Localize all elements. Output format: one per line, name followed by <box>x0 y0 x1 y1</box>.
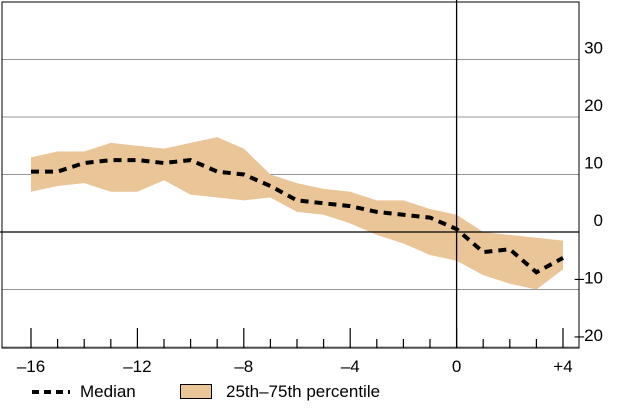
percentile-band <box>31 137 563 290</box>
x-tick-label: –12 <box>123 357 151 376</box>
y-tick-label: 20 <box>584 96 603 115</box>
axes <box>0 0 580 349</box>
legend: Median 25th–75th percentile <box>0 378 617 410</box>
legend-median-swatch <box>32 390 70 394</box>
percentile-band-layer <box>31 137 563 290</box>
legend-median-label: Median <box>80 382 136 401</box>
legend-percentile-label: 25th–75th percentile <box>226 382 381 401</box>
y-tick-label: 30 <box>584 39 603 58</box>
tick-labels: –20 –10 0 10 20 30 –16 –12 –8 –4 0 +4 <box>17 39 603 377</box>
x-tick-label: 0 <box>452 357 461 376</box>
x-tick-label: –8 <box>234 357 253 376</box>
median-line-layer <box>31 158 564 275</box>
y-tick-label: 10 <box>584 154 603 173</box>
x-tick-label: +4 <box>553 357 572 376</box>
y-tick-label: –20 <box>575 326 603 345</box>
y-tick-label: 0 <box>594 211 603 230</box>
median-line <box>31 158 564 275</box>
y-tick-label: –10 <box>575 269 603 288</box>
x-tick-label: –16 <box>17 357 45 376</box>
plot-frame <box>1 1 580 349</box>
x-tick-label: –4 <box>341 357 360 376</box>
legend-percentile-swatch <box>180 384 212 399</box>
